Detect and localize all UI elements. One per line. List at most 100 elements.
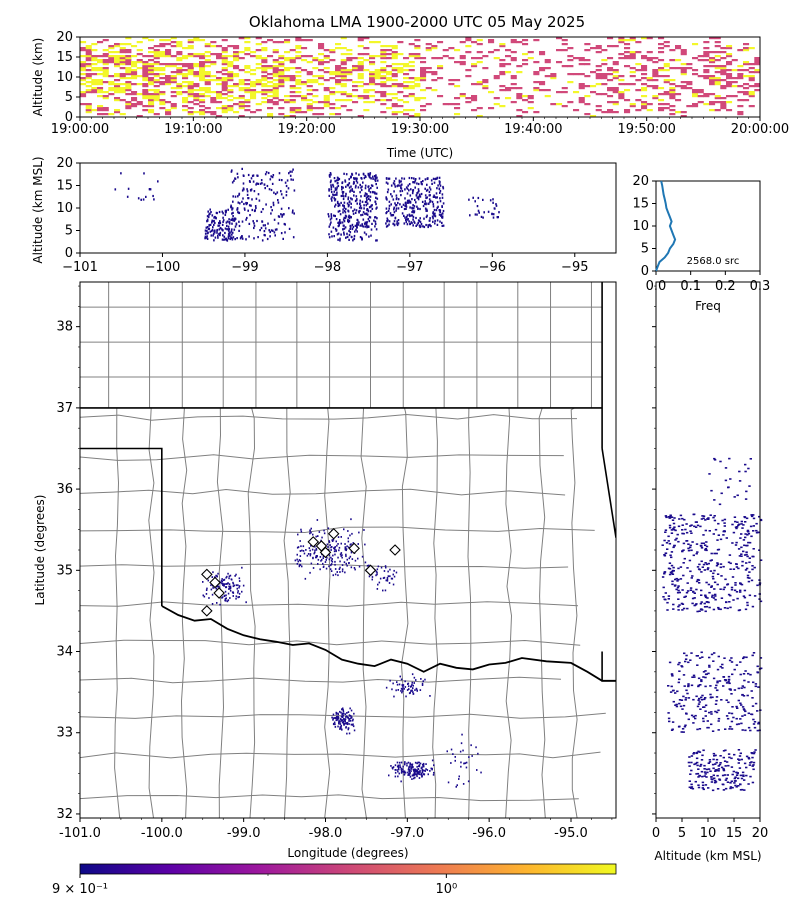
time-cell — [522, 95, 529, 98]
time-cell — [550, 75, 557, 78]
time-cell — [204, 59, 211, 62]
lon-alt-point — [417, 188, 420, 191]
map-source-point — [407, 774, 409, 776]
time-cell — [289, 57, 296, 60]
map-source-point — [319, 556, 322, 558]
map-source-point — [322, 555, 325, 558]
time-cell — [323, 79, 330, 82]
alt-lat-point — [713, 519, 717, 522]
alt-lat-point — [719, 538, 723, 541]
map-source-point — [227, 592, 230, 595]
time-cell — [289, 109, 296, 112]
map-source-point — [334, 548, 336, 551]
map-source-point — [337, 725, 339, 728]
time-cell — [187, 39, 194, 42]
county-border — [467, 407, 472, 818]
time-cell — [601, 93, 608, 96]
lon-alt-point — [375, 192, 378, 195]
lon-alt-point — [405, 205, 408, 208]
time-cell — [442, 49, 449, 52]
map-source-point — [400, 761, 403, 764]
map-source-point — [347, 717, 350, 719]
time-cell — [737, 69, 744, 72]
lon-alt-point — [398, 181, 401, 184]
time-cell — [629, 53, 636, 56]
map-source-point — [468, 756, 470, 758]
time-cell — [227, 85, 234, 88]
lon-alt-point — [353, 190, 355, 193]
lon-alt-point — [403, 177, 406, 180]
time-cell — [510, 83, 517, 86]
map-source-point — [299, 550, 302, 552]
time-cell — [578, 59, 585, 62]
map-source-point — [420, 773, 422, 776]
alt-lat-point — [730, 728, 734, 730]
map-source-point — [315, 548, 318, 551]
x-tick-label: 19:30:00 — [391, 122, 449, 137]
time-cell — [510, 51, 517, 54]
alt-lat-point — [716, 681, 719, 684]
time-cell — [80, 67, 87, 70]
alt-lat-point — [738, 759, 741, 761]
alt-lat-point — [678, 670, 681, 672]
lon-alt-point — [293, 189, 296, 192]
lon-alt-point — [374, 178, 376, 181]
alt-lat-point — [687, 661, 690, 664]
lon-alt-point — [262, 224, 265, 227]
map-source-point — [424, 770, 426, 772]
alt-lat-point — [728, 682, 731, 685]
lon-alt-point — [374, 225, 376, 228]
time-cell — [414, 79, 421, 82]
time-cell — [119, 47, 126, 50]
map-source-point — [223, 578, 226, 581]
time-cell — [221, 47, 228, 50]
map-source-point — [335, 550, 337, 553]
time-cell — [624, 39, 631, 42]
alt-lat-point — [715, 699, 718, 702]
lon-alt-point — [371, 184, 374, 187]
time-cell — [357, 73, 364, 76]
time-cell — [267, 99, 274, 102]
lon-alt-point — [218, 221, 220, 225]
alt-lat-point — [717, 608, 721, 610]
alt-lat-point — [704, 595, 707, 598]
time-cell — [635, 63, 642, 66]
time-cell — [108, 83, 115, 86]
lon-alt-point — [423, 217, 425, 220]
lon-alt-point — [219, 227, 222, 230]
alt-lat-point — [704, 673, 708, 676]
map-source-point — [337, 713, 339, 716]
x-tick-label: −101 — [62, 260, 98, 275]
time-cell — [131, 55, 138, 58]
alt-lat-point — [670, 673, 674, 676]
time-cell — [153, 73, 160, 76]
time-cell — [250, 73, 257, 76]
time-cell — [680, 67, 687, 70]
alt-lat-point — [747, 783, 750, 785]
time-cell — [544, 59, 551, 62]
y-tick-label: 15 — [56, 179, 73, 194]
alt-lat-point — [699, 544, 703, 547]
time-cell — [641, 69, 648, 72]
lon-alt-point — [255, 183, 257, 186]
lon-alt-point — [424, 207, 427, 210]
time-cell — [125, 37, 132, 40]
lon-alt-point — [230, 236, 233, 239]
lon-alt-point — [366, 224, 368, 227]
alt-lat-point — [712, 597, 716, 599]
map-source-point — [296, 558, 298, 561]
alt-lat-point — [707, 672, 710, 675]
time-cell — [91, 67, 98, 70]
time-cell — [91, 73, 98, 76]
time-cell — [312, 101, 319, 104]
map-source-point — [376, 588, 379, 590]
lon-alt-point — [251, 174, 254, 177]
time-cell — [182, 81, 189, 84]
time-cell — [374, 71, 381, 74]
alt-lat-point — [679, 514, 683, 517]
lon-alt-point — [227, 229, 230, 232]
lon-alt-point — [366, 221, 368, 224]
alt-lat-point — [732, 531, 736, 534]
map-source-point — [212, 571, 214, 574]
alt-lat-point — [731, 786, 734, 789]
